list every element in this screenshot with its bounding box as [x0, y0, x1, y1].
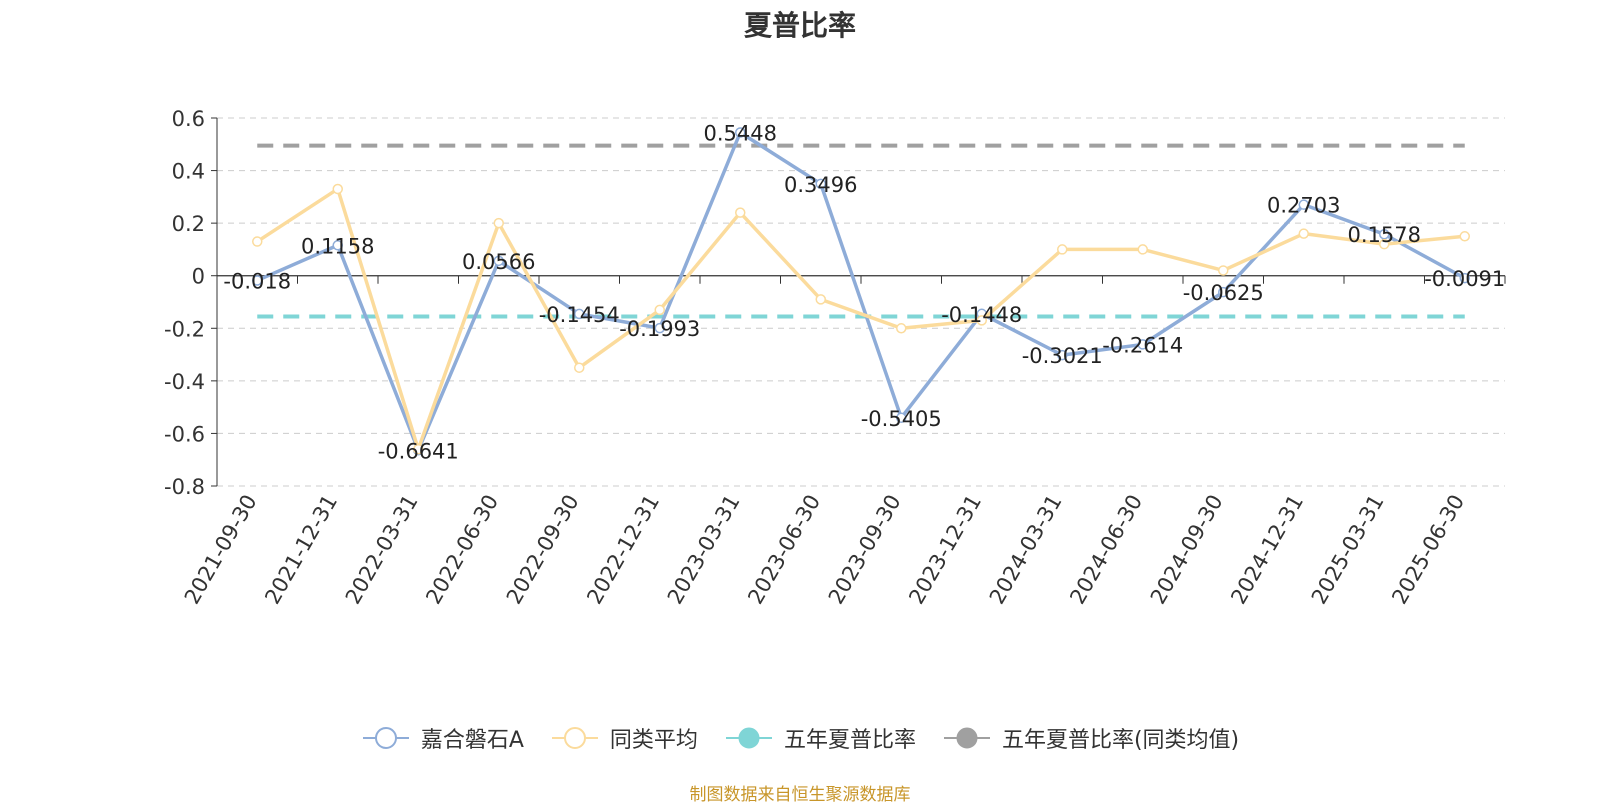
series-point-0 [815, 178, 826, 190]
series-lines [252, 127, 1470, 456]
series-point-1 [815, 294, 826, 305]
data-label: 0.1158 [301, 234, 374, 258]
data-label: -0.2614 [1102, 333, 1183, 357]
series-point-1 [654, 304, 665, 316]
x-tick-label: 2022-09-30 [502, 491, 584, 609]
legend-label: 同类平均 [609, 728, 698, 753]
series-point-0 [1137, 339, 1148, 350]
y-tick-label: 0 [192, 265, 205, 289]
x-tick-label: 2021-12-31 [260, 491, 342, 609]
data-label: -0.1448 [941, 303, 1022, 327]
x-tick-label: 2023-03-31 [663, 491, 745, 609]
legend-swatch-marker [956, 727, 978, 749]
legend-swatch [362, 727, 409, 749]
x-tick-label: 2025-06-30 [1387, 491, 1469, 609]
x-tick-label: 2022-12-31 [582, 491, 664, 609]
series-point-0 [1459, 272, 1470, 284]
x-tick-label: 2023-12-31 [904, 491, 986, 609]
series-point-0 [1218, 286, 1229, 298]
legend-item-3[interactable]: 五年夏普比率(同类均值) [942, 722, 1239, 754]
series-point-1 [493, 217, 504, 229]
x-tick-label: 2024-06-30 [1065, 491, 1147, 609]
series-line-0 [256, 130, 1466, 453]
series-point-1 [1057, 244, 1068, 255]
series-point-1 [413, 443, 424, 455]
y-tick-label: -0.8 [164, 475, 205, 499]
data-label: -0.1993 [619, 317, 700, 341]
legend-swatch [551, 727, 598, 749]
series-point-1 [1379, 238, 1390, 250]
legend-label: 嘉合磐石A [420, 728, 524, 753]
series-point-1 [1298, 228, 1309, 239]
series-point-0 [1298, 199, 1309, 210]
data-label: 0.5448 [704, 122, 777, 146]
x-tick-label: 2025-03-31 [1307, 491, 1389, 609]
chart-title: 夏普比率 [743, 9, 856, 42]
series-point-1 [976, 315, 987, 326]
series-point-0 [654, 322, 665, 334]
series-point-0 [493, 255, 504, 267]
legend-item-2[interactable]: 五年夏普比率 [724, 722, 916, 754]
y-tick-label: -0.2 [164, 317, 205, 341]
x-tick-label: 2024-12-31 [1226, 491, 1308, 609]
legend-swatch-marker [563, 727, 586, 749]
series-point-1 [332, 183, 343, 195]
y-tick-label: -0.4 [164, 370, 205, 394]
data-label: -0.5405 [861, 407, 942, 431]
series-point-0 [896, 412, 907, 424]
data-label: -0.3021 [1022, 344, 1103, 368]
grid-lines [217, 117, 1505, 487]
legend-swatch-marker [374, 727, 397, 749]
x-tick-label: 2023-06-30 [743, 491, 825, 609]
x-tick-label: 2024-09-30 [1146, 491, 1228, 609]
sharpe-ratio-line-chart: 0.6 0.4 0.2 0 -0.2 -0.4 -0.6 -0.82021-09-302021… [164, 107, 1506, 609]
legend-swatch [725, 727, 772, 749]
data-label: 0.0566 [462, 250, 535, 274]
y-tick-label: 0.6 [172, 107, 205, 131]
series-point-1 [1459, 231, 1470, 242]
y-tick-label: -0.6 [164, 422, 205, 446]
legend: 嘉合磐石A 同类平均 五年夏普比率 五年夏普比率(同类均值) [0, 722, 1600, 754]
series-point-0 [1057, 349, 1068, 361]
x-tick-label: 2024-03-31 [985, 491, 1067, 609]
series-point-1 [574, 362, 585, 373]
series-point-1 [252, 236, 263, 247]
x-tick-label: 2022-06-30 [421, 491, 503, 609]
legend-item-1[interactable]: 同类平均 [550, 722, 698, 754]
x-tick-label: 2023-09-30 [824, 491, 906, 609]
series-point-0 [1379, 228, 1390, 240]
data-label: 0.2703 [1267, 194, 1340, 218]
series-point-0 [332, 240, 343, 251]
data-label: -0.0091 [1424, 267, 1505, 291]
series-point-0 [735, 127, 746, 138]
series-line-1 [256, 187, 1465, 451]
data-label: -0.6641 [378, 439, 459, 463]
x-tick-label: 2022-03-31 [341, 491, 423, 609]
legend-label: 五年夏普比率 [783, 728, 916, 753]
source-note: 制图数据来自恒生聚源数据库 [689, 785, 911, 805]
legend-label: 五年夏普比率(同类均值) [1001, 728, 1240, 753]
data-label: -0.1454 [539, 303, 620, 327]
data-label: -0.018 [223, 269, 291, 293]
series-point-1 [1218, 265, 1229, 276]
series-point-0 [252, 275, 263, 286]
series-point-0 [574, 308, 585, 320]
data-label: 0.1578 [1348, 223, 1421, 247]
data-label: 0.3496 [784, 173, 857, 197]
series-point-1 [1137, 244, 1148, 255]
legend-item-0[interactable]: 嘉合磐石A [361, 722, 524, 754]
legend-swatch-marker [738, 727, 760, 749]
y-tick-label: 0.4 [172, 160, 205, 184]
legend-swatch [943, 727, 990, 749]
y-tick-label: 0.2 [172, 212, 205, 236]
data-label: -0.0625 [1183, 281, 1264, 305]
reference-lines [257, 143, 1465, 319]
series-point-1 [735, 207, 746, 218]
x-tick-label: 2021-09-30 [180, 491, 262, 609]
data-labels: -0.018 0.1158 -0.6641 0.0566 -0.1454-0.1993 0… [223, 122, 1505, 464]
series-point-1 [896, 323, 907, 334]
